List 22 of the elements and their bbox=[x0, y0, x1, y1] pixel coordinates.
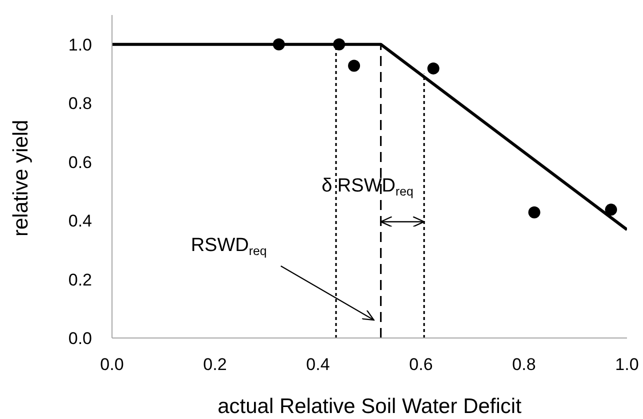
point bbox=[348, 60, 360, 72]
y-tick-label: 0.2 bbox=[68, 270, 92, 290]
y-axis-title: relative yield bbox=[9, 120, 32, 236]
y-tick-label: 0.6 bbox=[68, 152, 92, 172]
x-tick-label: 1.0 bbox=[615, 355, 639, 374]
annotation: δ RSWD$_{req}$ bbox=[322, 176, 414, 198]
point bbox=[427, 62, 440, 74]
y-tick-label: 0.4 bbox=[68, 212, 92, 231]
y-tick-label: 0.0 bbox=[68, 329, 92, 348]
x-tick-label: 0.6 bbox=[409, 355, 433, 374]
x-tick-label: 0.2 bbox=[203, 355, 227, 374]
x-axis-title: actual Relative Soil Water Deficit bbox=[218, 395, 522, 418]
x-tick-label: 0.4 bbox=[306, 355, 330, 374]
point bbox=[528, 206, 540, 218]
x-tick-label: 0.0 bbox=[100, 355, 124, 374]
x-tick-label: 0.8 bbox=[512, 355, 536, 374]
y-tick-label: 0.8 bbox=[68, 94, 92, 114]
annotation: RSWD$_{req}$ bbox=[190, 235, 267, 258]
point bbox=[333, 38, 346, 50]
point bbox=[605, 204, 618, 216]
y-tick-label: 1.0 bbox=[68, 35, 92, 54]
point bbox=[272, 38, 285, 50]
